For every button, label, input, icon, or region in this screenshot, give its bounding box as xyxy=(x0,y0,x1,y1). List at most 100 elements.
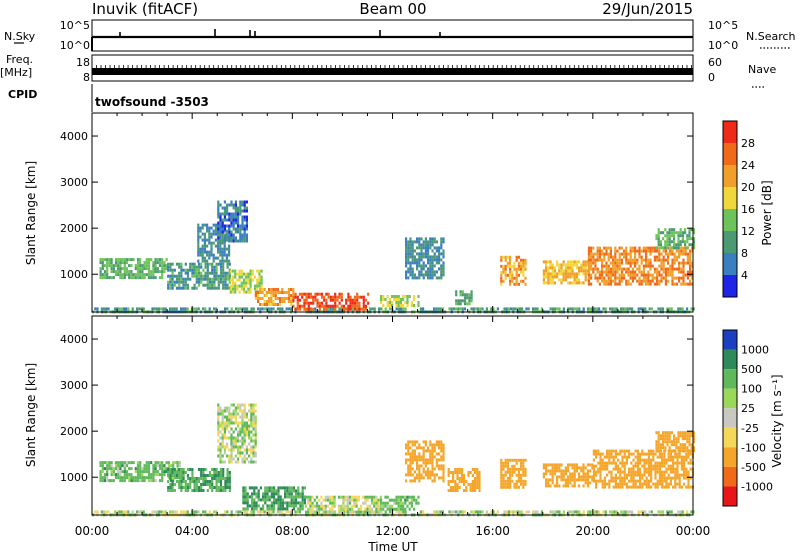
power-cell xyxy=(287,300,290,303)
power-cell xyxy=(226,206,229,210)
power-cell xyxy=(620,258,623,262)
velocity-cell xyxy=(427,461,430,465)
power-cell xyxy=(230,224,233,228)
velocity-cell xyxy=(180,468,183,471)
velocity-cell xyxy=(621,458,624,462)
velocity-cell xyxy=(139,470,142,474)
power-cell xyxy=(249,281,252,285)
power-cell xyxy=(395,301,398,304)
velocity-cell xyxy=(652,464,655,468)
velocity-cell xyxy=(145,476,148,480)
power-cell xyxy=(211,271,214,275)
power-cell xyxy=(230,203,233,207)
velocity-cell xyxy=(681,434,684,438)
power-cell xyxy=(440,237,443,241)
velocity-cell xyxy=(578,484,581,488)
power-cell xyxy=(318,301,321,305)
velocity-cell xyxy=(632,485,635,489)
velocity-cell xyxy=(413,498,416,502)
power-cell xyxy=(584,272,587,276)
velocity-cell xyxy=(281,498,284,502)
power-cell xyxy=(640,279,643,283)
power-cell xyxy=(236,272,239,276)
velocity-cell xyxy=(110,467,113,471)
power-cell xyxy=(217,286,220,290)
power-cell xyxy=(197,229,200,233)
velocity-cell xyxy=(507,510,510,514)
power-cell xyxy=(312,298,315,302)
velocity-cell xyxy=(628,455,631,459)
velocity-cell xyxy=(661,476,664,480)
velocity-cell xyxy=(121,479,124,483)
power-cell xyxy=(226,209,229,213)
velocity-cell xyxy=(668,449,671,453)
power-cell xyxy=(212,223,215,227)
power-cell xyxy=(627,261,630,265)
power-cell xyxy=(241,215,244,219)
power-cell xyxy=(230,307,233,311)
power-cell xyxy=(678,249,681,253)
power-cell xyxy=(431,276,434,280)
velocity-cell xyxy=(604,510,607,514)
velocity-cell xyxy=(116,510,119,514)
velocity-cell xyxy=(567,481,570,485)
power-cell xyxy=(664,243,667,247)
power-cell xyxy=(234,275,237,279)
power-cell xyxy=(416,267,419,271)
power-cell xyxy=(584,260,587,264)
velocity-cell xyxy=(217,445,220,449)
velocity-cell xyxy=(623,461,626,465)
velocity-cell xyxy=(621,470,624,474)
power-cell xyxy=(441,307,444,311)
velocity-cell xyxy=(477,510,480,514)
velocity-cell xyxy=(219,448,222,452)
power-cell xyxy=(208,226,211,230)
power-cell xyxy=(228,259,231,263)
power-cell xyxy=(618,261,621,265)
velocity-cell xyxy=(217,454,220,458)
velocity-cell xyxy=(243,436,246,440)
velocity-cell xyxy=(657,449,660,453)
velocity-cell xyxy=(257,492,260,496)
power-cell xyxy=(666,231,669,235)
velocity-cell xyxy=(195,486,198,489)
velocity-cell xyxy=(476,474,479,477)
power-cell xyxy=(103,273,107,277)
power-cell xyxy=(219,247,222,251)
power-cell xyxy=(658,279,661,283)
velocity-cell xyxy=(121,470,124,474)
power-cell xyxy=(667,279,670,283)
velocity-cell xyxy=(610,452,613,456)
power-cell xyxy=(671,264,674,268)
velocity-cell xyxy=(250,430,253,434)
velocity-cell xyxy=(224,480,227,483)
power-cell xyxy=(106,276,109,280)
power-cell xyxy=(509,276,512,280)
velocity-cell xyxy=(348,507,352,511)
velocity-cell xyxy=(427,449,430,453)
power-cell xyxy=(338,292,341,296)
power-cell xyxy=(427,267,430,271)
power-cell xyxy=(431,255,434,259)
velocity-cell xyxy=(234,436,237,440)
power-cell xyxy=(598,252,601,256)
power-cell xyxy=(214,256,217,260)
power-cell xyxy=(553,272,556,276)
power-cell xyxy=(232,227,235,231)
velocity-cell xyxy=(641,464,644,468)
power-cell xyxy=(261,297,264,300)
velocity-cell xyxy=(522,473,525,477)
power-cell xyxy=(435,240,438,244)
velocity-cell xyxy=(599,473,602,477)
velocity-cell xyxy=(564,481,567,485)
power-cell xyxy=(481,307,484,311)
power-cell xyxy=(189,262,192,266)
power-cell xyxy=(614,258,617,262)
power-cell xyxy=(208,253,211,257)
power-cell xyxy=(590,258,593,262)
power-cell xyxy=(345,301,348,305)
velocity-cell xyxy=(405,473,408,477)
power-cell xyxy=(659,231,662,235)
power-cell xyxy=(367,301,370,305)
power-cell xyxy=(210,247,213,251)
